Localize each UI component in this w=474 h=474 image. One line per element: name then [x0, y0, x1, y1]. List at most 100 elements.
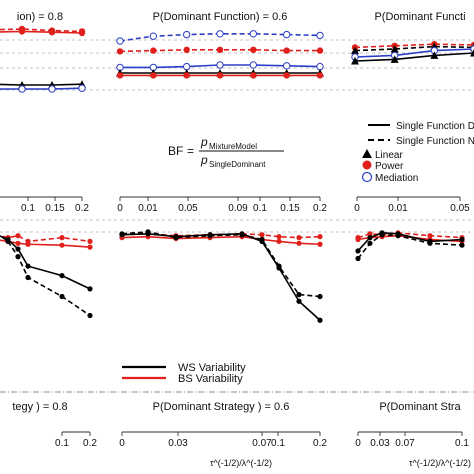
ring-marker: [316, 31, 324, 40]
x-tick-label: 0.15: [280, 203, 300, 214]
x-tick-label: 0.03: [168, 438, 188, 449]
point-marker: [459, 242, 465, 248]
series-line: [354, 45, 474, 52]
x-tick-label: 0.07: [395, 438, 415, 449]
dot-marker: [150, 47, 157, 54]
x-tick-label: 0.01: [388, 203, 408, 214]
x-tick-label: 0.15: [45, 203, 65, 214]
point-marker: [296, 235, 302, 241]
dot-marker: [48, 29, 56, 36]
x-tick-label: 0.1: [271, 438, 285, 449]
triangle-marker: [470, 49, 474, 57]
point-marker: [367, 240, 373, 246]
ring-marker: [216, 30, 224, 38]
dot-marker: [78, 29, 86, 37]
point-marker: [355, 248, 361, 254]
point-marker: [367, 235, 373, 241]
x-tick-label: 0: [354, 203, 360, 214]
x-tick-label: 0.05: [178, 203, 198, 214]
series-line: [0, 30, 83, 34]
point-marker: [355, 255, 361, 262]
triangle-marker: [390, 55, 399, 63]
legend-label-single-nondominant: Single Function No: [396, 136, 474, 147]
x-tick-label: 0.1: [455, 438, 469, 449]
dot-marker: [283, 72, 290, 79]
series-line: [354, 43, 474, 49]
bf-denominator-p: p: [200, 153, 208, 167]
series-line: [354, 52, 474, 62]
x-tick-label: 0.01: [138, 203, 158, 214]
point-marker: [367, 231, 373, 237]
point-marker: [395, 233, 401, 239]
series-line: [357, 232, 463, 252]
point-marker: [59, 293, 65, 300]
triangle-marker: [351, 57, 359, 65]
triangle-marker: [351, 46, 359, 55]
x-axis-label: τ^(-1/2)/λ^(-1/2): [210, 458, 272, 468]
point-marker: [317, 293, 323, 300]
ring-marker: [249, 30, 258, 38]
point-marker: [355, 236, 361, 243]
dot-marker: [183, 72, 190, 79]
x-tick-label: 0.2: [313, 203, 327, 214]
legend-label-mediation: Mediation: [375, 173, 418, 184]
ring-marker: [149, 32, 158, 40]
point-marker: [87, 244, 93, 250]
dot-marker: [116, 48, 124, 55]
panel-title: tegy ) = 0.8: [12, 401, 67, 413]
bf-denominator-sub: SingleDominant: [209, 160, 266, 169]
point-marker: [276, 234, 282, 240]
dot-marker: [216, 46, 224, 53]
point-marker: [427, 233, 433, 239]
chart-panel-top-right: P(Dominant Functi 0 0.01 0.05: [351, 11, 474, 214]
panel-title: P(Dominant Function) = 0.6: [153, 11, 288, 23]
dot-marker: [283, 47, 290, 54]
series-line: [357, 233, 463, 259]
dot-marker: [116, 72, 124, 79]
triangle-marker-icon: [362, 149, 372, 158]
dot-marker: [150, 72, 157, 79]
triangle-marker: [430, 51, 439, 59]
point-marker: [87, 312, 93, 319]
ring-marker: [18, 85, 26, 93]
x-tick-label: 0.09: [228, 203, 248, 214]
bf-formula: BF = p MixtureModel p SingleDominant: [168, 135, 284, 169]
dot-marker: [216, 72, 224, 79]
x-tick-label: 0.2: [313, 438, 327, 449]
point-marker: [15, 233, 21, 239]
x-tick-label: 0.03: [370, 438, 390, 449]
dot-marker: [250, 72, 257, 79]
x-tick-label: 0: [117, 203, 123, 214]
dot-marker: [316, 47, 324, 54]
ring-marker: [316, 62, 324, 71]
x-tick-label: 0.05: [450, 203, 470, 214]
point-marker: [15, 246, 21, 252]
point-marker: [459, 236, 465, 243]
legend-label-single-dominant: Single Function Do: [396, 121, 474, 132]
point-marker: [296, 292, 302, 298]
panel-title: P(Dominant Stra: [379, 401, 461, 413]
point-marker: [145, 231, 151, 237]
ring-marker: [216, 61, 224, 69]
point-marker: [296, 298, 302, 304]
point-marker: [276, 265, 282, 271]
chart-panel-bottom-left: tegy ) = 0.8 0.1 0.2: [0, 233, 97, 449]
point-marker: [15, 240, 21, 246]
bf-lhs: BF: [168, 144, 183, 158]
point-marker: [276, 238, 282, 244]
x-tick-label: 0.1: [21, 203, 35, 214]
x-tick-label: 0: [355, 438, 361, 449]
filled-circle-marker-icon: [362, 160, 372, 170]
x-tick-label: 0.1: [253, 203, 267, 214]
point-marker: [5, 238, 11, 244]
ring-marker: [182, 62, 191, 71]
triangle-marker: [390, 45, 399, 53]
dot-marker: [183, 46, 190, 53]
point-marker: [427, 240, 433, 246]
model-legend: Single Function Do Single Function No Li…: [361, 121, 474, 184]
panel-title: P(Dominant Functi: [374, 11, 465, 23]
point-marker: [25, 274, 31, 281]
legend-label-bs: BS Variability: [178, 373, 243, 385]
point-marker: [259, 232, 265, 238]
